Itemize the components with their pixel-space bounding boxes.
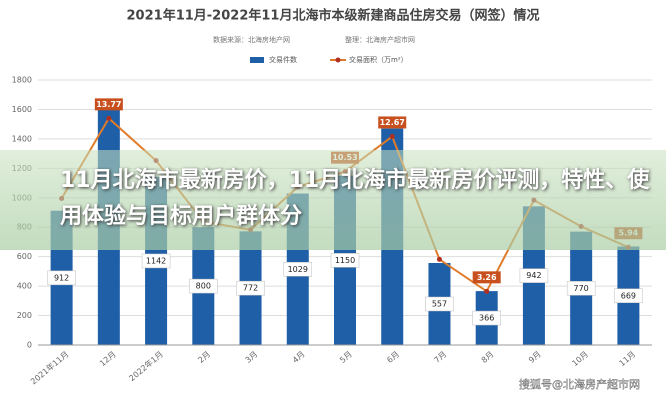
x-tick-label: 11月 bbox=[618, 350, 638, 369]
banner bbox=[0, 150, 666, 250]
value-label-box bbox=[94, 98, 123, 111]
value-label-box bbox=[472, 271, 501, 284]
value-label: 1150 bbox=[335, 256, 355, 265]
y-tick-label: 1800 bbox=[12, 76, 32, 85]
value-label: 1142 bbox=[146, 256, 166, 265]
value-label-box bbox=[425, 296, 454, 312]
value-label: 942 bbox=[526, 271, 541, 280]
x-tick-label: 7月 bbox=[433, 350, 449, 365]
x-tick-label: 12月 bbox=[98, 350, 118, 369]
value-label-box bbox=[614, 288, 643, 304]
value-label-box bbox=[236, 280, 265, 296]
banner-title: 11月北海市最新房价，11月北海市最新房价评测，特性、使用体验与目标用户群体分 bbox=[60, 168, 650, 229]
value-label-box bbox=[566, 281, 596, 296]
value-label: 772 bbox=[243, 284, 258, 293]
x-tick-label: 4月 bbox=[291, 350, 307, 365]
line-point bbox=[484, 288, 490, 294]
x-tick-label: 5月 bbox=[338, 350, 354, 365]
value-label: 800 bbox=[196, 282, 211, 291]
value-label: 1029 bbox=[288, 265, 308, 274]
value-label-box bbox=[47, 270, 76, 286]
legend-swatch bbox=[335, 57, 341, 63]
value-label: 912 bbox=[54, 273, 69, 282]
value-label-box bbox=[283, 262, 313, 277]
line-point bbox=[106, 115, 112, 121]
legend-label: 交易面积（万m²） bbox=[349, 55, 408, 64]
value-label: 557 bbox=[432, 299, 447, 308]
value-label-box bbox=[141, 253, 171, 269]
x-tick-label: 6月 bbox=[385, 350, 401, 365]
legend-label: 交易件数 bbox=[269, 55, 297, 64]
x-tick-label: 2022年1月 bbox=[127, 349, 165, 383]
x-tick-label: 2021年11月 bbox=[28, 349, 70, 387]
y-tick-label: 400 bbox=[17, 282, 32, 291]
value-label: 770 bbox=[574, 284, 589, 293]
value-label: 669 bbox=[621, 291, 636, 300]
y-tick-label: 200 bbox=[17, 311, 32, 320]
watermark: 搜狐号@北海房产超市网 bbox=[519, 377, 640, 391]
value-label-box bbox=[330, 253, 360, 268]
x-tick-label: 2月 bbox=[196, 350, 212, 365]
value-label: 366 bbox=[479, 314, 494, 323]
line-point bbox=[389, 133, 395, 139]
y-tick-label: 0 bbox=[27, 341, 32, 350]
x-tick-label: 3月 bbox=[244, 350, 260, 365]
y-tick-label: 1400 bbox=[12, 134, 32, 143]
value-label-box bbox=[378, 116, 407, 129]
value-label-box bbox=[519, 268, 549, 283]
chart-title: 2021年11月-2022年11月北海市本级新建商品住房交易（网签）情况 bbox=[127, 8, 540, 24]
value-label: 13.77 bbox=[96, 100, 121, 109]
value-label-box bbox=[472, 310, 501, 326]
line-point bbox=[436, 256, 442, 262]
source: 整理：北海房产超市网 bbox=[345, 35, 415, 44]
y-tick-label: 1600 bbox=[12, 105, 32, 114]
x-tick-label: 10月 bbox=[570, 350, 590, 369]
y-tick-label: 600 bbox=[17, 252, 32, 261]
legend-swatch bbox=[250, 57, 264, 63]
value-label: 3.26 bbox=[477, 273, 497, 282]
source: 数据来源：北海房地产网 bbox=[213, 35, 290, 44]
value-label: 12.67 bbox=[380, 118, 405, 127]
value-label-box bbox=[189, 278, 218, 294]
x-tick-label: 8月 bbox=[480, 350, 496, 365]
x-tick-label: 9月 bbox=[527, 350, 543, 365]
